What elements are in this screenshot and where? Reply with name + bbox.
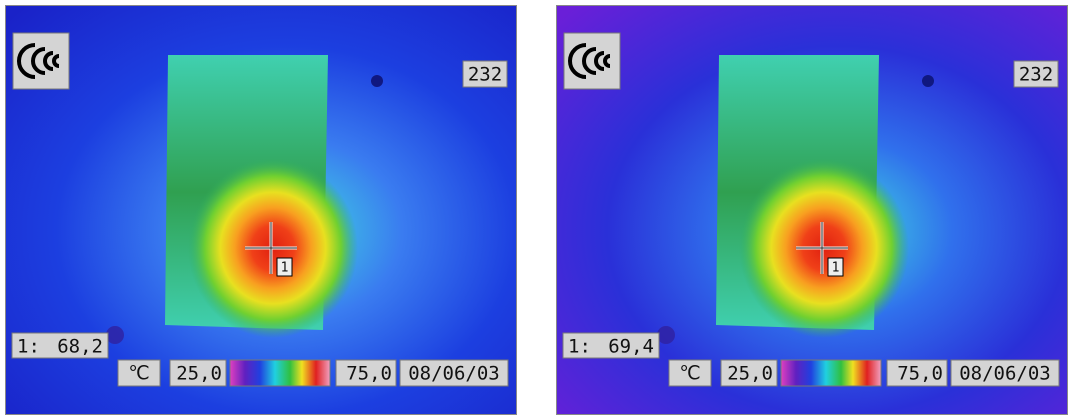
cold-spot [657, 326, 675, 344]
spot-index: 1: [17, 336, 40, 358]
scale-min: 25,0 [176, 363, 222, 385]
color-bar [780, 359, 882, 387]
cursor-label: 1 [832, 261, 840, 276]
cursor-label: 1 [281, 261, 289, 276]
scale-min: 25,0 [727, 363, 773, 385]
spot-index: 1: [568, 336, 591, 358]
counter: 232 [1019, 64, 1053, 86]
spot-value: 69,4 [608, 336, 654, 358]
date-box [399, 359, 509, 387]
counter-box [1013, 60, 1059, 88]
cold-spot [922, 75, 934, 87]
cold-spot [106, 326, 124, 344]
spot-box [11, 332, 109, 359]
unit: ℃ [128, 363, 149, 385]
thermal-screen: 1 232 1: 68,2 ℃ 25,0 75,0 08/06/03 [5, 5, 517, 415]
mode-icon [568, 43, 611, 79]
counter: 232 [468, 64, 502, 86]
date: 08/06/03 [408, 363, 500, 385]
screen-frame [556, 5, 1068, 415]
cursor-label-box [827, 257, 844, 277]
date: 08/06/03 [959, 363, 1051, 385]
color-bar [229, 359, 331, 387]
scale-max-box [886, 359, 948, 387]
screen-frame [5, 5, 517, 415]
spot-box [562, 332, 660, 359]
scale-max: 75,0 [346, 363, 392, 385]
scale-min-box [169, 359, 227, 387]
spot-value: 68,2 [57, 336, 103, 358]
scale-max-box [335, 359, 397, 387]
unit-box [117, 359, 161, 387]
counter-box [462, 60, 508, 88]
scale-max: 75,0 [897, 363, 943, 385]
mode-icon-box [563, 32, 621, 90]
cold-spot [371, 75, 383, 87]
date-box [950, 359, 1060, 387]
thermal-screen: 1 232 1: 69,4 ℃ 25,0 75,0 08/06/03 [556, 5, 1068, 415]
cursor-label-box [276, 257, 293, 277]
mode-icon-box [12, 32, 70, 90]
unit: ℃ [679, 363, 700, 385]
mode-icon [17, 43, 60, 79]
scale-min-box [720, 359, 778, 387]
unit-box [668, 359, 712, 387]
